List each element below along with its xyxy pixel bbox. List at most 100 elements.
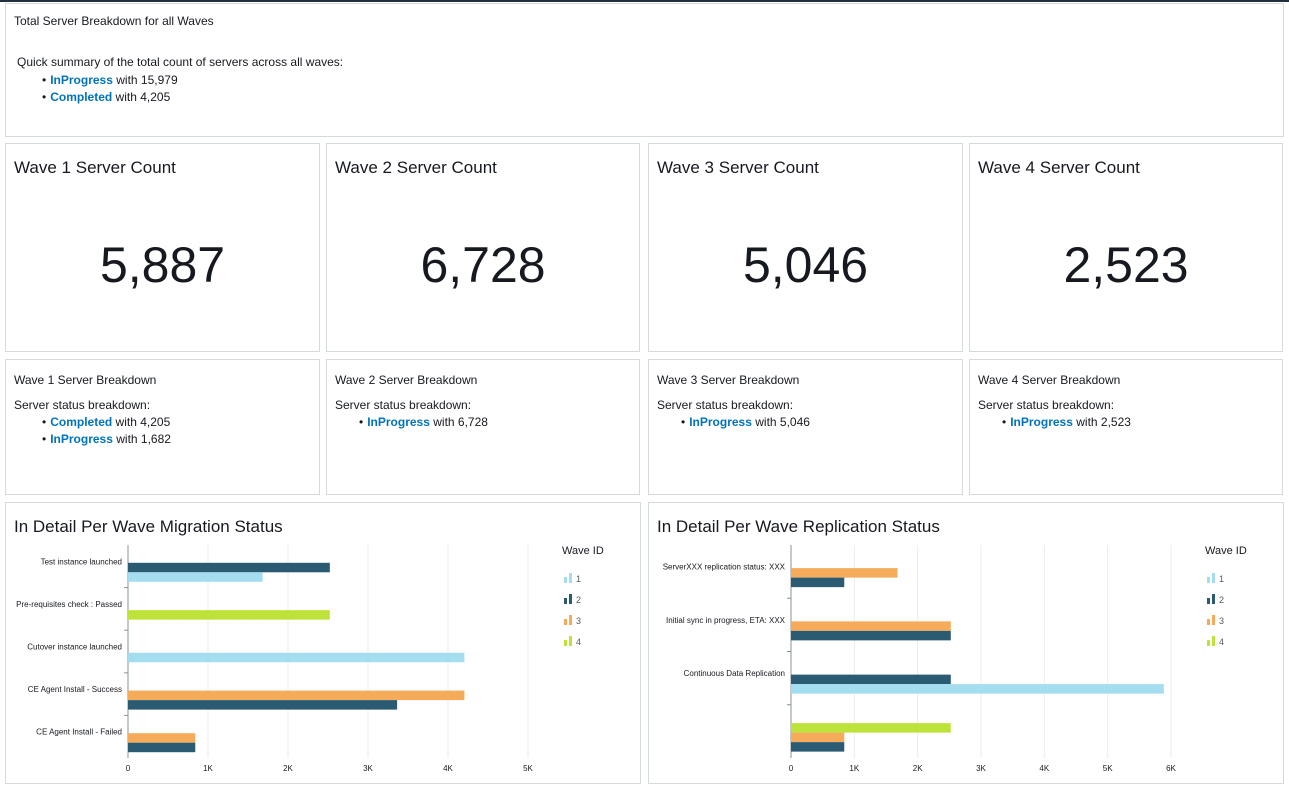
legend-swatch xyxy=(1207,598,1210,604)
y-category-label: Test instance launched xyxy=(41,557,122,566)
legend-item[interactable]: 3 xyxy=(1207,615,1224,626)
breakdown-subtitle: Server status breakdown: xyxy=(14,398,151,412)
x-tick-label: 4K xyxy=(1039,764,1049,773)
bar-wave-4[interactable] xyxy=(791,723,951,733)
x-tick-label: 5K xyxy=(1103,764,1113,773)
wave-4-count-panel: Wave 4 Server Count 2,523 xyxy=(969,143,1283,352)
legend-item[interactable]: 3 xyxy=(564,615,581,626)
legend-swatch xyxy=(564,577,567,583)
x-tick-label: 0 xyxy=(126,764,131,773)
replication-status-chart: 0 1K 2K 3K 4K 5K 6K ServerXXX replication statu… xyxy=(663,545,1247,773)
legend-swatch xyxy=(569,573,572,583)
x-tick-label: 6K xyxy=(1166,764,1176,773)
kpi-value: 6,728 xyxy=(420,237,546,293)
bar-wave-3[interactable] xyxy=(791,621,951,631)
wave-1-count-panel: Wave 1 Server Count 5,887 xyxy=(5,143,320,352)
breakdown-subtitle: Server status breakdown: xyxy=(335,398,472,412)
summary-list: InProgress with 15,979 Completed with 4,… xyxy=(42,72,178,106)
chart-title: In Detail Per Wave Replication Status xyxy=(657,517,940,536)
y-category-label: Cutover instance launched xyxy=(27,643,122,652)
legend-item[interactable]: 2 xyxy=(564,594,581,605)
bar-wave-2[interactable] xyxy=(791,630,951,641)
kpi-value: 5,046 xyxy=(742,237,869,293)
legend-swatch xyxy=(1207,619,1210,625)
x-tick-label: 3K xyxy=(976,764,986,773)
list-item: InProgress with 1,682 xyxy=(42,431,171,448)
kpi-title: Wave 2 Server Count xyxy=(335,158,497,177)
migration-status-chart-panel: In Detail Per Wave Migration Status 0 1K 2… xyxy=(5,502,641,784)
legend-label: 1 xyxy=(1219,574,1224,584)
y-category-label: CE Agent Install - Success xyxy=(28,685,122,694)
legend-swatch xyxy=(569,615,572,625)
kpi-value: 5,887 xyxy=(99,237,226,293)
legend-title: Wave ID xyxy=(562,545,604,557)
bar-wave-2[interactable] xyxy=(791,577,845,588)
list-item: InProgress with 6,728 xyxy=(359,414,488,431)
chart-title: In Detail Per Wave Migration Status xyxy=(14,517,283,536)
legend-label: 4 xyxy=(576,637,581,647)
x-tick-label: 2K xyxy=(283,764,293,773)
bar-wave-1[interactable] xyxy=(128,572,263,582)
status-link[interactable]: Completed xyxy=(50,90,113,104)
wave-1-breakdown-panel: Wave 1 Server Breakdown Server status br… xyxy=(5,359,320,495)
x-tick-label: 1K xyxy=(849,764,859,773)
breakdown-list: Completed with 4,205 InProgress with 1,6… xyxy=(42,414,171,448)
legend-item[interactable]: 4 xyxy=(564,636,581,647)
bar-wave-2[interactable] xyxy=(791,674,951,685)
legend-swatch xyxy=(564,619,567,625)
bar-wave-2[interactable] xyxy=(791,742,845,752)
x-tick-label: 2K xyxy=(913,764,923,773)
summary-intro: Quick summary of the total count of serv… xyxy=(17,55,344,69)
legend-swatch xyxy=(1212,615,1215,625)
legend-swatch xyxy=(1207,577,1210,583)
replication-status-chart-panel: In Detail Per Wave Replication Status 0 1… xyxy=(648,502,1284,784)
bar-wave-3[interactable] xyxy=(791,732,845,743)
breakdown-list: InProgress with 6,728 xyxy=(359,414,488,431)
legend-item[interactable]: 1 xyxy=(1207,573,1224,584)
breakdown-list: InProgress with 5,046 xyxy=(681,414,810,431)
list-item: Completed with 4,205 xyxy=(42,414,171,431)
list-item: Completed with 4,205 xyxy=(42,89,178,106)
status-link[interactable]: Completed xyxy=(50,415,113,429)
bar-wave-1[interactable] xyxy=(128,652,465,663)
status-link[interactable]: InProgress xyxy=(50,432,113,446)
status-link[interactable]: InProgress xyxy=(689,415,752,429)
summary-panel: Total Server Breakdown for all Waves Qui… xyxy=(5,3,1284,137)
top-accent-line xyxy=(0,0,1289,2)
legend-swatch xyxy=(1212,573,1215,583)
breakdown-subtitle: Server status breakdown: xyxy=(978,398,1115,412)
status-link[interactable]: InProgress xyxy=(367,415,430,429)
bar-wave-2[interactable] xyxy=(128,700,398,710)
legend-item[interactable]: 1 xyxy=(564,573,581,584)
breakdown-title: Wave 3 Server Breakdown xyxy=(657,373,800,387)
status-link[interactable]: InProgress xyxy=(50,73,113,87)
breakdown-title: Wave 2 Server Breakdown xyxy=(335,373,478,387)
bar-wave-2[interactable] xyxy=(128,562,330,573)
bar-wave-4[interactable] xyxy=(128,610,330,620)
bar-wave-3[interactable] xyxy=(791,568,898,578)
legend-swatch xyxy=(569,636,572,646)
list-item: InProgress with 15,979 xyxy=(42,72,177,89)
legend-label: 2 xyxy=(1219,595,1224,605)
status-link[interactable]: InProgress xyxy=(1010,415,1073,429)
legend-swatch xyxy=(564,640,567,646)
bar-wave-3[interactable] xyxy=(128,690,465,701)
legend-label: 3 xyxy=(576,616,581,626)
list-item: InProgress with 2,523 xyxy=(1002,414,1131,431)
legend-swatch xyxy=(564,598,567,604)
breakdown-subtitle: Server status breakdown: xyxy=(657,398,794,412)
bar-wave-1[interactable] xyxy=(791,684,1164,694)
legend-label: 4 xyxy=(1219,637,1224,647)
bar-wave-2[interactable] xyxy=(128,742,196,753)
x-tick-label: 1K xyxy=(203,764,213,773)
wave-2-count-panel: Wave 2 Server Count 6,728 xyxy=(326,143,640,352)
wave-3-count-panel: Wave 3 Server Count 5,046 xyxy=(648,143,963,352)
legend-item[interactable]: 4 xyxy=(1207,636,1224,647)
legend-title: Wave ID xyxy=(1205,545,1247,557)
kpi-title: Wave 1 Server Count xyxy=(14,158,176,177)
list-item: InProgress with 5,046 xyxy=(681,414,810,431)
bar-wave-3[interactable] xyxy=(128,733,196,743)
breakdown-list: InProgress with 2,523 xyxy=(1002,414,1131,431)
legend-item[interactable]: 2 xyxy=(1207,594,1224,605)
legend-swatch xyxy=(1212,636,1215,646)
